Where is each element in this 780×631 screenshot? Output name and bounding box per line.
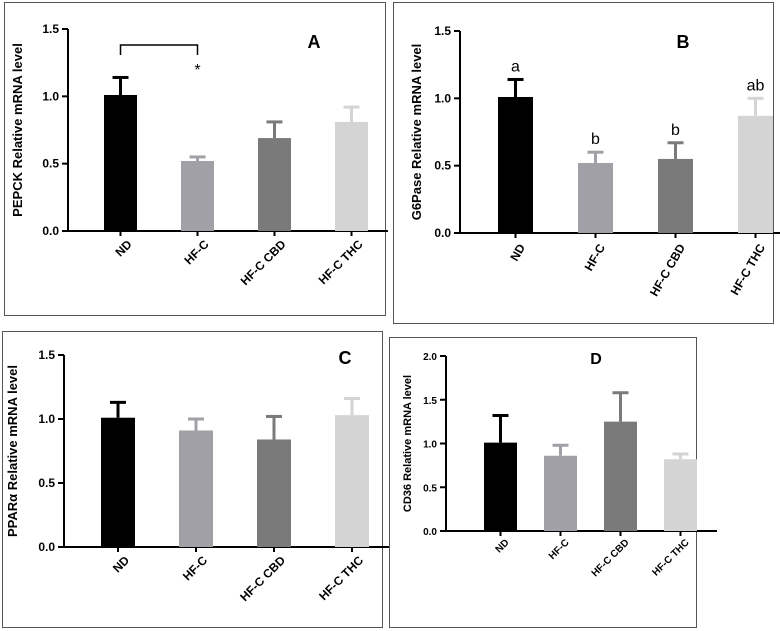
panel-a-significance-star: *: [194, 62, 200, 79]
panel-b-y-tick-label: 1.5: [434, 24, 451, 38]
panel-c-frame: [2, 331, 383, 628]
panel-b-panel-letter: B: [677, 32, 690, 52]
panel-d-category-label: HF-C: [547, 537, 572, 562]
panel-d-bar: [604, 421, 637, 531]
panel-d-y-tick-label: 1.0: [423, 440, 437, 451]
panel-d-y-axis-label: CD36 Relative mRNA level: [402, 375, 414, 512]
panel-b-bar: [738, 115, 773, 233]
panel-d-category-label: ND: [494, 537, 512, 555]
panel-d-bar: [484, 442, 517, 531]
panel-b-y-tick-label: 1.0: [434, 91, 451, 105]
panel-a-bar: [258, 138, 291, 231]
panel-b-category-label: HF-C CBD: [647, 241, 688, 299]
panel-a-bar: [104, 94, 137, 231]
panel-d-y-tick-label: 0.0: [423, 527, 437, 538]
panel-a-bar: [181, 160, 214, 231]
panel-c-panel-letter: C: [339, 348, 352, 368]
panel-d-category-label: HF-C CBD: [590, 537, 632, 579]
panel-d-panel-letter: D: [590, 351, 602, 368]
panel-a-y-tick-label: 1.5: [42, 22, 59, 36]
panel-b-bar: [578, 162, 613, 233]
panel-b-bar: [498, 96, 533, 233]
panel-a-category-label: HF-C CBD: [238, 237, 289, 288]
panel-c-category-label: ND: [110, 553, 132, 575]
panel-a-y-tick-label: 1.0: [42, 89, 59, 103]
panel-b-bar: [658, 158, 693, 233]
panel-a-bar: [335, 121, 368, 231]
panel-b-group-letter: b: [671, 122, 680, 139]
panel-d-chart: 0.0 0.5 1.0 1.5 2.0 CD36 Relative mRNA level N…: [402, 351, 717, 579]
panel-a-chart: 0.0 0.5 1.0 1.5 PEPCK Relative mRNA level ND H…: [10, 22, 388, 288]
panel-b-category-label: HF-C: [582, 241, 609, 273]
panel-c-y-tick-label: 0.5: [38, 476, 55, 490]
panel-a-y-axis-label: PEPCK Relative mRNA level: [10, 43, 25, 217]
panel-b-category-label: HF-C THC: [728, 241, 769, 297]
panel-c-category-label: HF-C CBD: [237, 553, 288, 604]
panel-b-frame: [393, 2, 774, 324]
panel-d-y-tick-label: 1.5: [423, 396, 437, 407]
panel-a-y-tick-label: 0.5: [42, 157, 59, 171]
panel-c-bar: [179, 430, 213, 547]
panel-a-category-label: ND: [112, 237, 134, 259]
panel-c-y-tick-label: 1.5: [38, 348, 55, 362]
panel-d-category-label: HF-C THC: [650, 537, 691, 578]
panel-b-y-axis-label: G6Pase Relative mRNA level: [409, 44, 424, 221]
panel-a-category-label: HF-C: [181, 237, 211, 267]
panel-c-y-axis-label: PPARα Relative mRNA level: [5, 365, 20, 537]
panel-c-bar: [257, 439, 291, 547]
panel-c-bar: [335, 415, 369, 547]
panel-a-significance-bracket: [119, 44, 199, 55]
panel-a-frame: [4, 2, 386, 316]
panel-b-group-letter: ab: [747, 77, 765, 94]
panel-c-category-label: HF-C THC: [316, 553, 366, 603]
panel-a-y-tick-label: 0.0: [42, 224, 59, 238]
panel-b-y-tick-label: 0.5: [434, 159, 451, 173]
panel-d-y-tick-label: 0.5: [423, 483, 437, 494]
panel-c-y-tick-label: 0.0: [38, 540, 55, 554]
panel-d-bar: [664, 459, 697, 531]
panel-a-category-label: HF-C THC: [316, 237, 366, 287]
panel-c-y-tick-label: 1.0: [38, 412, 55, 426]
panel-b-group-letter: a: [511, 58, 520, 75]
panel-a-panel-letter: A: [308, 32, 321, 52]
panel-c-bar: [101, 417, 135, 547]
panel-b-chart: 0.0 0.5 1.0 1.5 G6Pase Relative mRNA level ND…: [409, 24, 780, 299]
panel-c-chart: 0.0 0.5 1.0 1.5 PPARα Relative mRNA level ND H…: [5, 348, 389, 604]
panel-c-category-label: HF-C: [180, 553, 210, 583]
panel-d-bar: [544, 455, 577, 531]
panel-d-y-tick-label: 2.0: [423, 352, 437, 363]
panel-b-category-label: ND: [507, 241, 528, 263]
panel-b-group-letter: b: [591, 131, 600, 148]
panel-b-y-tick-label: 0.0: [434, 226, 451, 240]
